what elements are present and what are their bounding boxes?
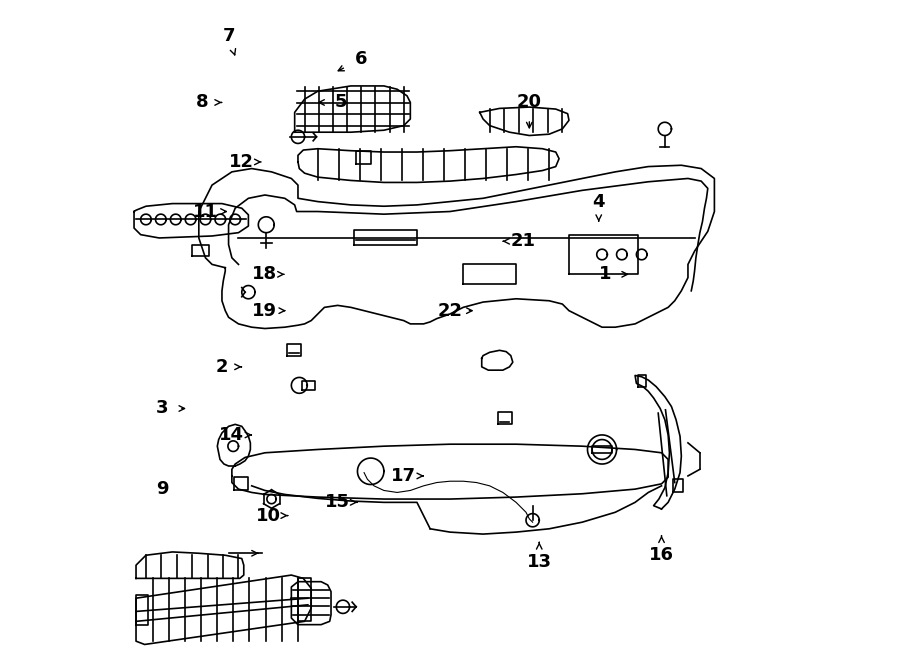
- Text: 20: 20: [517, 93, 542, 112]
- Text: 2: 2: [216, 358, 229, 376]
- Text: 16: 16: [649, 546, 674, 564]
- Text: 1: 1: [599, 265, 612, 284]
- Text: 12: 12: [230, 153, 255, 171]
- Text: 5: 5: [335, 93, 347, 112]
- Text: 15: 15: [325, 493, 350, 512]
- Text: 9: 9: [157, 480, 168, 498]
- Text: 3: 3: [157, 399, 168, 418]
- Text: 17: 17: [392, 467, 416, 485]
- Text: 7: 7: [222, 27, 235, 46]
- Text: 18: 18: [252, 265, 277, 284]
- Text: 10: 10: [256, 506, 281, 525]
- Text: 13: 13: [526, 553, 552, 571]
- Text: 8: 8: [196, 93, 209, 112]
- Text: 11: 11: [193, 202, 218, 221]
- Text: 6: 6: [355, 50, 367, 69]
- Text: 21: 21: [510, 232, 536, 251]
- Text: 4: 4: [592, 192, 605, 211]
- Text: 22: 22: [437, 301, 463, 320]
- Text: 19: 19: [252, 301, 277, 320]
- Text: 14: 14: [220, 426, 245, 444]
